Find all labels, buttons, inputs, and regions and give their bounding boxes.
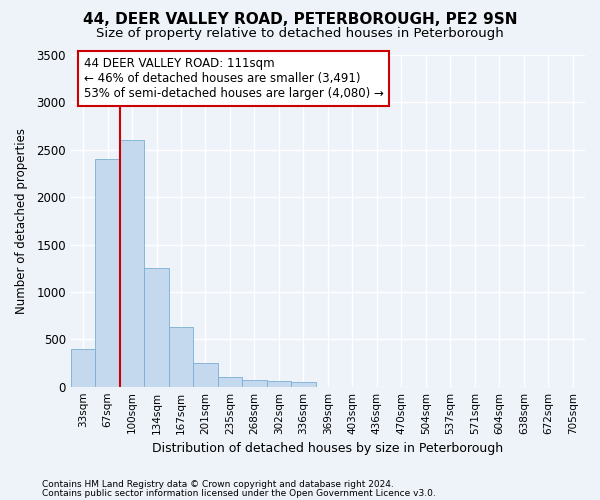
Bar (120, 140, 144, 386)
Bar (218, 377, 242, 386)
Bar (193, 363, 218, 386)
Text: Contains HM Land Registry data © Crown copyright and database right 2024.: Contains HM Land Registry data © Crown c… (42, 480, 394, 489)
Bar (71, 349, 95, 387)
Bar (266, 380, 291, 386)
Bar (144, 268, 169, 386)
Bar (95, 159, 120, 386)
Bar (291, 382, 316, 386)
X-axis label: Distribution of detached houses by size in Peterborough: Distribution of detached houses by size … (152, 442, 503, 455)
Y-axis label: Number of detached properties: Number of detached properties (15, 128, 28, 314)
Text: Contains public sector information licensed under the Open Government Licence v3: Contains public sector information licen… (42, 488, 436, 498)
Bar (169, 328, 193, 386)
Text: Size of property relative to detached houses in Peterborough: Size of property relative to detached ho… (96, 28, 504, 40)
Text: 44 DEER VALLEY ROAD: 111sqm
← 46% of detached houses are smaller (3,491)
53% of : 44 DEER VALLEY ROAD: 111sqm ← 46% of det… (83, 57, 383, 100)
Text: 44, DEER VALLEY ROAD, PETERBOROUGH, PE2 9SN: 44, DEER VALLEY ROAD, PETERBOROUGH, PE2 … (83, 12, 517, 28)
Bar (242, 380, 266, 386)
